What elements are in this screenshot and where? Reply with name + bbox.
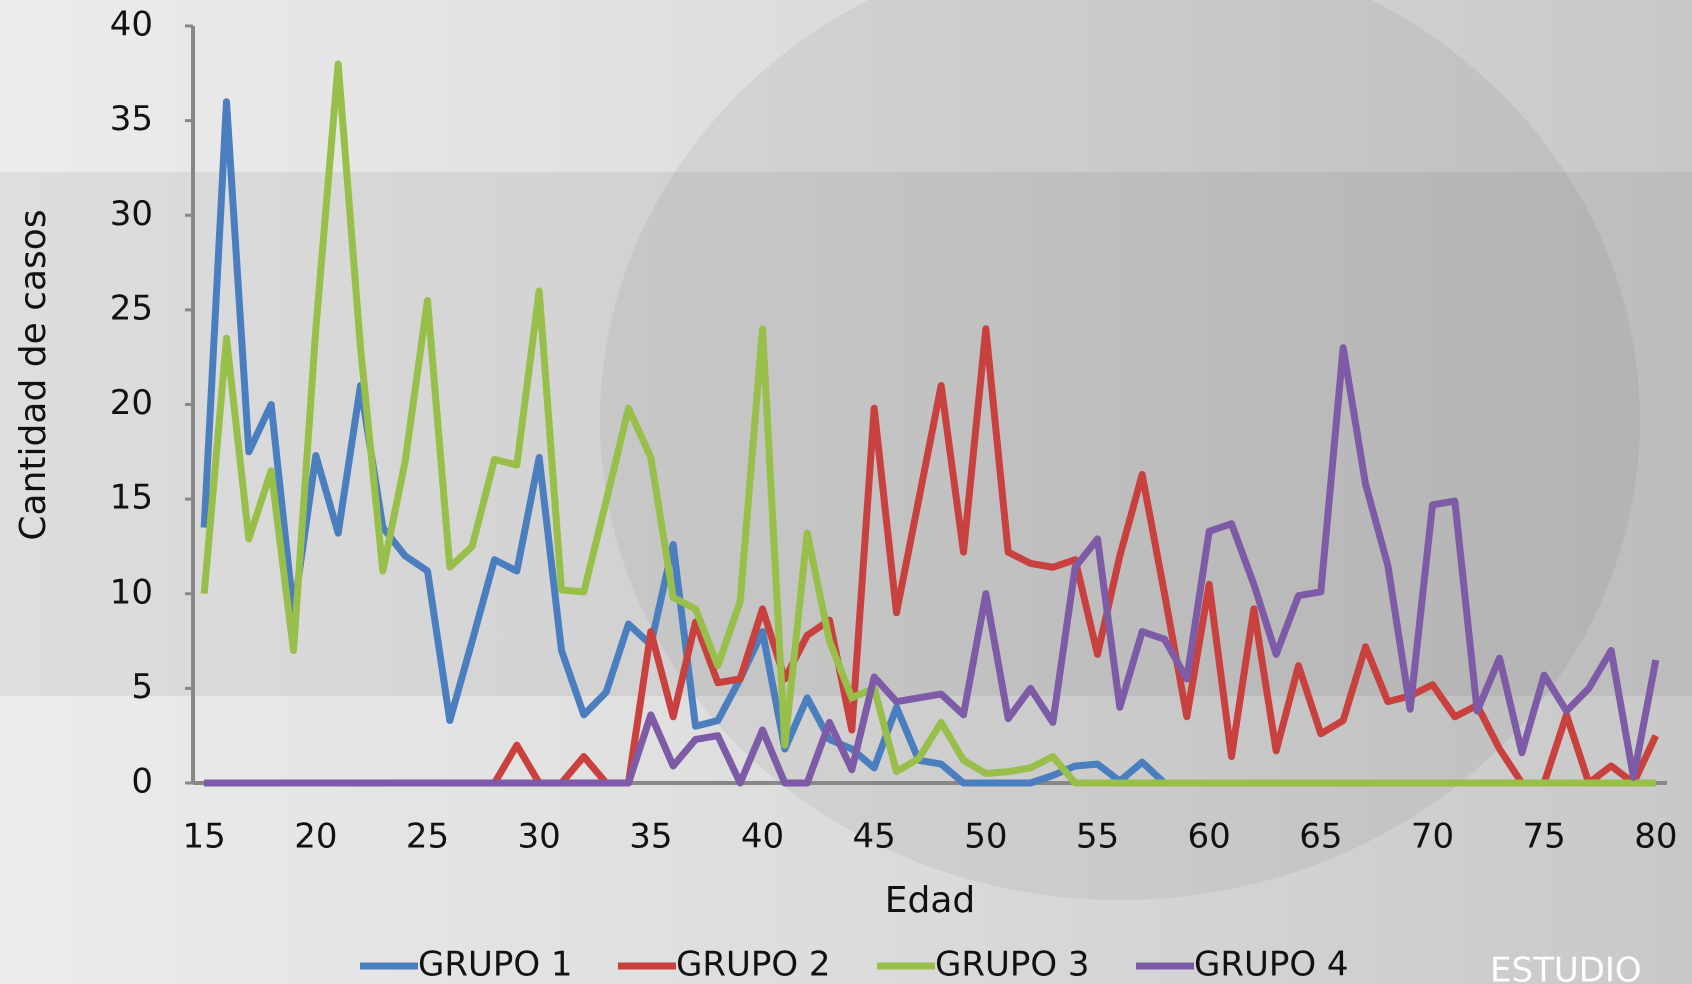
x-tick-label: 40	[741, 817, 784, 857]
y-tick-label: 25	[110, 288, 153, 328]
x-tick-label: 75	[1523, 817, 1566, 857]
x-axis-label: Edad	[885, 880, 976, 921]
y-tick-label: 30	[110, 194, 153, 234]
y-tick-label: 10	[110, 572, 153, 612]
y-tick-label: 40	[110, 5, 153, 45]
x-tick-label: 35	[629, 817, 672, 857]
y-tick-label: 35	[110, 99, 153, 139]
x-tick-label: 45	[853, 817, 896, 857]
x-tick-label: 60	[1188, 817, 1231, 857]
legend-label: GRUPO 1	[418, 945, 573, 984]
legend-label: GRUPO 3	[935, 945, 1090, 984]
series-line	[200, 60, 1656, 787]
y-tick-label: 15	[110, 478, 153, 518]
x-tick-label: 30	[518, 817, 561, 857]
x-tick-label: 15	[183, 817, 226, 857]
legend-label: GRUPO 4	[1194, 945, 1349, 984]
y-axis-label: Cantidad de casos	[13, 209, 54, 540]
x-tick-label: 80	[1634, 817, 1677, 857]
series-line	[204, 344, 1660, 787]
watermark: ESTUDIO	[1490, 951, 1642, 984]
x-tick-label: 25	[406, 817, 449, 857]
x-tick-label: 50	[964, 817, 1007, 857]
legend-label: GRUPO 2	[676, 945, 831, 984]
x-tick-label: 70	[1411, 817, 1454, 857]
background-band	[0, 172, 1692, 696]
x-tick-label: 20	[294, 817, 337, 857]
y-tick-label: 5	[131, 667, 153, 707]
x-tick-label: 55	[1076, 817, 1119, 857]
y-tick-label: 0	[131, 762, 153, 802]
y-tick-label: 20	[110, 383, 153, 423]
x-tick-label: 65	[1299, 817, 1342, 857]
